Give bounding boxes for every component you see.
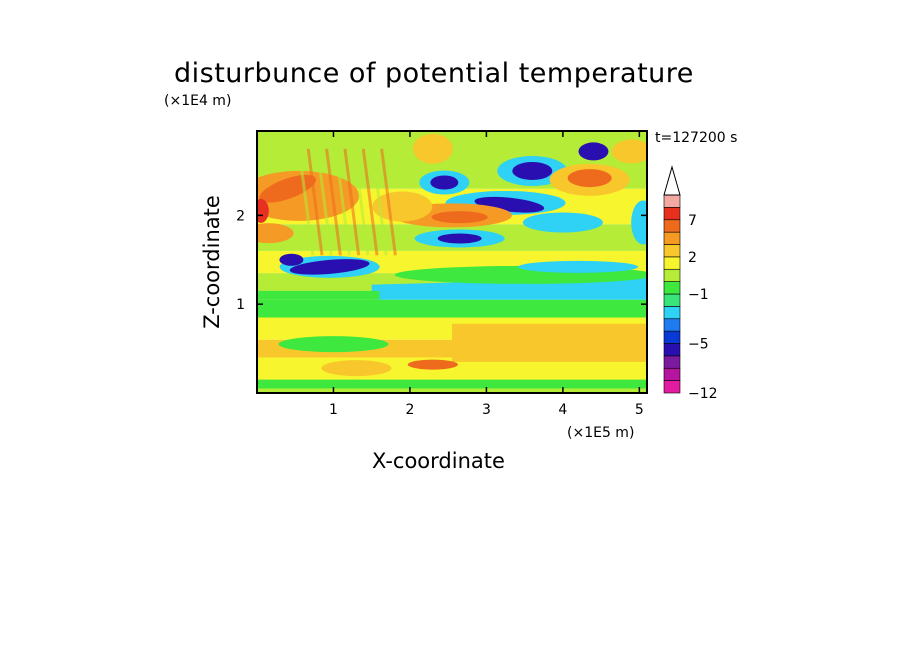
surface-green-strip bbox=[257, 379, 647, 389]
colorbar-swatch bbox=[663, 281, 681, 295]
y-tick-label: 1 bbox=[236, 297, 245, 313]
low-warm-left bbox=[321, 360, 392, 377]
top-positive-spot bbox=[412, 133, 453, 164]
left-edge-positive bbox=[257, 198, 269, 223]
mid-negative-core bbox=[437, 233, 482, 244]
low-level-warm-core bbox=[481, 327, 622, 348]
colorbar-swatch bbox=[663, 330, 681, 344]
y-tick-label: 2 bbox=[236, 208, 245, 224]
colorbar-tick-label: −12 bbox=[688, 386, 718, 402]
x-tick-label: 3 bbox=[482, 402, 491, 418]
colorbar-tick-label: 7 bbox=[688, 213, 697, 229]
low-orange-spot bbox=[407, 359, 458, 370]
band-mid-green bbox=[257, 299, 647, 318]
colorbar-tick-label: −5 bbox=[688, 337, 709, 353]
wave-streak bbox=[297, 148, 315, 256]
plot-frame bbox=[256, 130, 648, 394]
colorbar-swatch bbox=[663, 306, 681, 320]
top-negative-core bbox=[512, 161, 553, 180]
lower-negative-core-left bbox=[279, 253, 304, 266]
small-negative-core bbox=[430, 175, 459, 190]
mid-cyan-lens bbox=[518, 260, 639, 273]
wave-streak bbox=[361, 148, 379, 256]
x-tick-label: 5 bbox=[635, 402, 644, 418]
wave-streak bbox=[352, 148, 370, 256]
wave-streak bbox=[343, 148, 361, 256]
left-positive-lower bbox=[257, 223, 294, 244]
chart-title: disturbunce of potential temperature bbox=[174, 58, 694, 89]
colorbar-swatch bbox=[663, 355, 681, 369]
right-positive-core bbox=[567, 169, 612, 188]
colorbar-extend-arrow bbox=[663, 165, 681, 196]
colorbar: 7 2 −1 −5 −12 bbox=[663, 165, 718, 402]
colorbar-swatch bbox=[663, 293, 681, 307]
lower-negative-core bbox=[289, 259, 370, 275]
mid-green-layer-left bbox=[257, 290, 380, 300]
y-axis-unit: (×1E4 m) bbox=[164, 93, 232, 109]
colorbar-swatch bbox=[663, 244, 681, 258]
colorbar-swatch bbox=[663, 380, 681, 394]
left-positive-core bbox=[259, 174, 316, 203]
y-axis-ticks: 12 bbox=[236, 208, 647, 313]
colorbar-swatch bbox=[663, 219, 681, 233]
low-green-lens bbox=[278, 336, 389, 353]
right-edge-negative bbox=[631, 200, 647, 245]
time-label: t=127200 s bbox=[655, 130, 738, 146]
right-cyan-lens bbox=[522, 212, 603, 233]
top-right-positive bbox=[611, 139, 647, 164]
colorbar-swatch bbox=[663, 231, 681, 245]
x-axis-ticks: 1 2 3 4 5 bbox=[329, 131, 644, 418]
wave-streak bbox=[306, 148, 324, 256]
x-axis-label: X-coordinate bbox=[372, 449, 505, 473]
contour-field bbox=[257, 131, 647, 393]
colorbar-swatch bbox=[663, 256, 681, 270]
x-tick-label: 2 bbox=[405, 402, 414, 418]
mid-cyan-layer bbox=[371, 277, 647, 300]
colorbar-swatch bbox=[663, 318, 681, 332]
colorbar-tick-label: 2 bbox=[688, 250, 697, 266]
wave-streak bbox=[380, 148, 397, 256]
wave-streak bbox=[370, 148, 388, 256]
wave-streak bbox=[315, 148, 333, 256]
x-tick-label: 1 bbox=[329, 402, 338, 418]
colorbar-swatch bbox=[663, 367, 681, 381]
corner-negative-core bbox=[578, 142, 609, 161]
center-positive-core bbox=[431, 211, 488, 224]
wave-streak bbox=[325, 148, 342, 256]
x-axis-unit: (×1E5 m) bbox=[567, 425, 635, 441]
plot-area bbox=[257, 131, 647, 393]
colorbar-swatch bbox=[663, 268, 681, 282]
colorbar-tick-label: −1 bbox=[688, 287, 709, 303]
colorbar-swatch bbox=[663, 343, 681, 357]
colorbar-swatch bbox=[663, 194, 681, 208]
wave-streak bbox=[334, 148, 352, 256]
colorbar-swatch bbox=[663, 207, 681, 221]
x-tick-label: 4 bbox=[558, 402, 567, 418]
